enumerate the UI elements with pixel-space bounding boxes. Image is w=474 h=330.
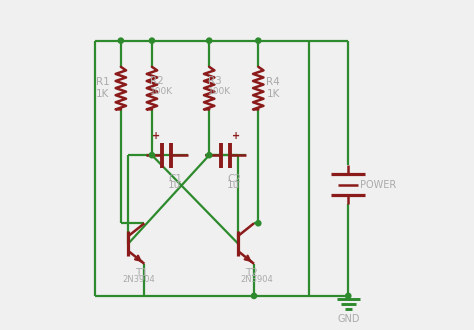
Text: T1: T1 (136, 268, 148, 278)
Text: 1K: 1K (96, 89, 109, 99)
Text: 1u: 1u (168, 180, 182, 190)
Text: R4: R4 (266, 77, 280, 87)
Text: POWER: POWER (360, 180, 396, 190)
Circle shape (255, 38, 261, 43)
Circle shape (149, 38, 155, 43)
Text: 1K: 1K (266, 89, 280, 99)
Text: +: + (232, 131, 240, 141)
Text: T2: T2 (245, 268, 258, 278)
Circle shape (149, 152, 155, 158)
Text: R3: R3 (208, 76, 221, 86)
Text: 100K: 100K (208, 87, 231, 96)
Circle shape (251, 293, 256, 299)
Text: GND: GND (337, 314, 359, 324)
Text: 1u: 1u (227, 180, 240, 190)
Text: 2N3904: 2N3904 (122, 275, 155, 283)
Circle shape (207, 38, 212, 43)
Text: 2N3904: 2N3904 (240, 275, 273, 283)
Circle shape (118, 38, 123, 43)
Text: R1: R1 (96, 77, 109, 87)
Text: 100K: 100K (150, 87, 173, 96)
Circle shape (346, 293, 351, 299)
Text: R2: R2 (150, 76, 164, 86)
Circle shape (255, 221, 261, 226)
Text: C1: C1 (168, 174, 182, 183)
Text: +: + (152, 131, 160, 141)
Text: C2: C2 (227, 174, 241, 183)
Circle shape (207, 152, 212, 158)
